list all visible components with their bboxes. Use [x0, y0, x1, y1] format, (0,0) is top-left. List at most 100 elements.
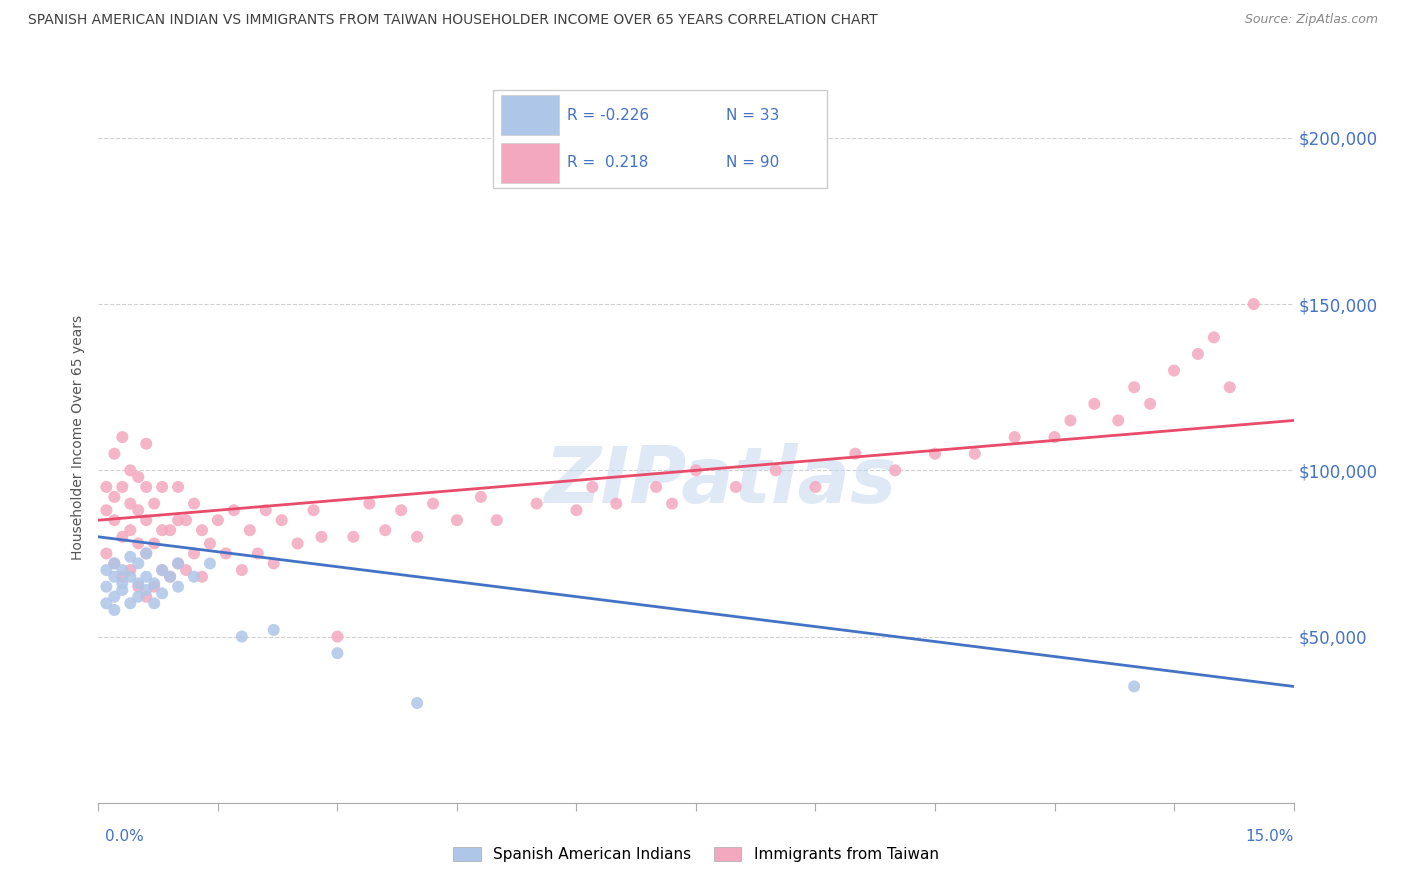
Point — [645, 480, 668, 494]
Point — [111, 582, 134, 597]
Point — [661, 497, 683, 511]
Point — [127, 576, 149, 591]
Point — [120, 570, 142, 584]
Point — [765, 463, 787, 477]
Point — [127, 536, 149, 550]
Point — [103, 590, 125, 604]
Point — [198, 536, 221, 550]
Point — [1123, 380, 1146, 394]
Point — [446, 513, 468, 527]
Point — [120, 563, 142, 577]
Text: R = -0.226: R = -0.226 — [567, 108, 650, 123]
FancyBboxPatch shape — [501, 95, 558, 135]
Point — [135, 582, 157, 597]
Point — [150, 480, 173, 494]
Point — [605, 497, 627, 511]
Point — [231, 630, 253, 644]
Point — [143, 596, 166, 610]
Point — [150, 586, 173, 600]
Point — [96, 546, 118, 560]
Point — [311, 530, 333, 544]
Point — [1187, 347, 1209, 361]
Point — [246, 546, 269, 560]
Point — [222, 503, 245, 517]
Text: R =  0.218: R = 0.218 — [567, 155, 648, 170]
Point — [924, 447, 946, 461]
Text: Source: ZipAtlas.com: Source: ZipAtlas.com — [1244, 13, 1378, 27]
Point — [143, 576, 166, 591]
Point — [96, 480, 118, 494]
Point — [374, 523, 396, 537]
Point — [150, 563, 173, 577]
Point — [198, 557, 221, 571]
Point — [150, 523, 173, 537]
Point — [103, 557, 125, 571]
Y-axis label: Householder Income Over 65 years: Householder Income Over 65 years — [72, 315, 86, 559]
Point — [581, 480, 603, 494]
Point — [103, 513, 125, 527]
Point — [167, 480, 190, 494]
Point — [1139, 397, 1161, 411]
Point — [470, 490, 492, 504]
Point — [120, 497, 142, 511]
Point — [359, 497, 381, 511]
Point — [159, 523, 181, 537]
Point — [406, 530, 429, 544]
Point — [135, 513, 157, 527]
Point — [270, 513, 292, 527]
FancyBboxPatch shape — [494, 90, 828, 188]
Point — [120, 549, 142, 564]
Point — [143, 580, 166, 594]
Point — [143, 497, 166, 511]
Point — [254, 503, 277, 517]
Point — [103, 447, 125, 461]
Text: 0.0%: 0.0% — [105, 830, 145, 844]
Point — [1123, 680, 1146, 694]
Point — [135, 480, 157, 494]
Point — [167, 557, 190, 571]
Point — [302, 503, 325, 517]
Text: ZIPatlas: ZIPatlas — [544, 443, 896, 519]
Point — [103, 557, 125, 571]
Text: 15.0%: 15.0% — [1246, 830, 1294, 844]
Point — [422, 497, 444, 511]
Point — [127, 557, 149, 571]
Point — [111, 576, 134, 591]
Point — [167, 513, 190, 527]
Point — [103, 570, 125, 584]
Point — [174, 513, 197, 527]
Point — [111, 530, 134, 544]
Point — [150, 563, 173, 577]
Point — [263, 623, 285, 637]
FancyBboxPatch shape — [501, 143, 558, 183]
Point — [1202, 330, 1225, 344]
Point — [884, 463, 907, 477]
Point — [406, 696, 429, 710]
Point — [526, 497, 548, 511]
Text: N = 33: N = 33 — [725, 108, 779, 123]
Point — [127, 503, 149, 517]
Point — [191, 570, 214, 584]
Point — [96, 563, 118, 577]
Point — [231, 563, 253, 577]
Point — [1163, 363, 1185, 377]
Point — [215, 546, 238, 560]
Point — [1043, 430, 1066, 444]
Point — [111, 563, 134, 577]
Point — [135, 590, 157, 604]
Point — [287, 536, 309, 550]
Text: N = 90: N = 90 — [725, 155, 779, 170]
Point — [111, 570, 134, 584]
Point — [963, 447, 986, 461]
Point — [1243, 297, 1265, 311]
Point — [174, 563, 197, 577]
Point — [844, 447, 866, 461]
Point — [1004, 430, 1026, 444]
Point — [183, 497, 205, 511]
Point — [127, 580, 149, 594]
Point — [159, 570, 181, 584]
Point — [239, 523, 262, 537]
Legend: Spanish American Indians, Immigrants from Taiwan: Spanish American Indians, Immigrants fro… — [447, 841, 945, 868]
Point — [804, 480, 827, 494]
Point — [143, 536, 166, 550]
